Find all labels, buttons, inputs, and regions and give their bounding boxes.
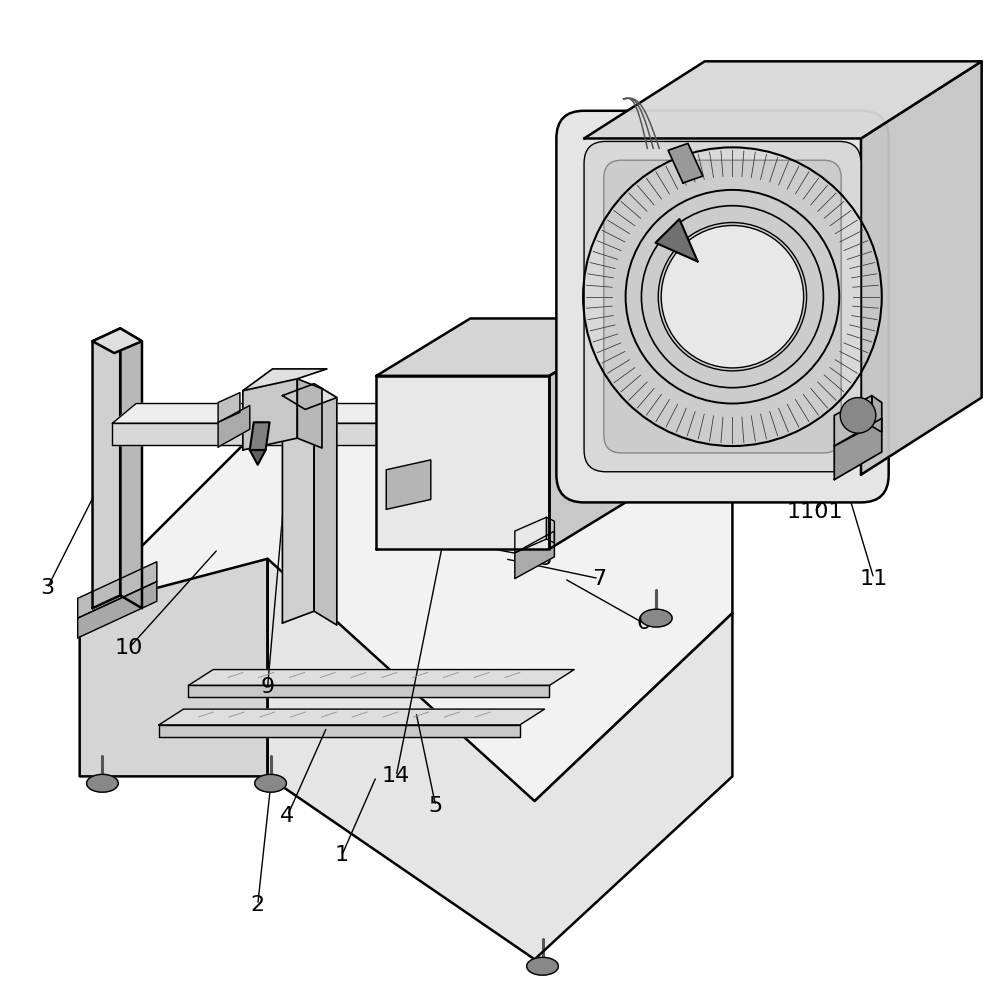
Polygon shape [282, 384, 314, 623]
Polygon shape [112, 423, 475, 445]
Text: 6: 6 [636, 613, 650, 633]
Text: 3: 3 [40, 579, 54, 598]
Text: 9: 9 [261, 677, 275, 697]
Polygon shape [861, 61, 982, 475]
Polygon shape [78, 582, 157, 638]
Polygon shape [243, 379, 297, 450]
Text: 7: 7 [592, 569, 606, 588]
Polygon shape [243, 369, 327, 391]
Text: 14: 14 [382, 766, 410, 786]
Text: 1101: 1101 [786, 502, 843, 522]
Polygon shape [218, 405, 250, 447]
Text: 11: 11 [860, 569, 888, 588]
Polygon shape [268, 559, 732, 959]
Polygon shape [668, 143, 703, 183]
Polygon shape [159, 725, 520, 737]
Ellipse shape [87, 774, 118, 792]
Polygon shape [386, 460, 431, 509]
Polygon shape [120, 328, 142, 608]
Polygon shape [93, 328, 120, 608]
Polygon shape [78, 562, 157, 618]
Polygon shape [515, 531, 554, 579]
Polygon shape [376, 376, 549, 549]
Polygon shape [80, 559, 268, 776]
Polygon shape [282, 384, 337, 409]
Polygon shape [655, 220, 698, 261]
Polygon shape [376, 318, 643, 376]
FancyBboxPatch shape [604, 160, 841, 453]
Circle shape [661, 225, 804, 368]
Ellipse shape [255, 774, 286, 792]
Polygon shape [515, 517, 546, 553]
Circle shape [840, 398, 876, 433]
Ellipse shape [640, 609, 672, 627]
Polygon shape [872, 396, 882, 432]
Text: 1: 1 [335, 846, 349, 865]
Polygon shape [250, 422, 270, 450]
Polygon shape [549, 318, 643, 549]
Text: 5: 5 [429, 796, 443, 816]
Text: 10: 10 [115, 638, 143, 658]
Polygon shape [834, 396, 872, 446]
Polygon shape [188, 670, 574, 685]
Polygon shape [218, 393, 240, 422]
Polygon shape [93, 328, 142, 353]
FancyBboxPatch shape [556, 111, 889, 502]
Polygon shape [732, 366, 757, 475]
Polygon shape [188, 685, 549, 697]
Polygon shape [159, 709, 545, 725]
Polygon shape [80, 420, 732, 801]
Polygon shape [834, 418, 882, 480]
Polygon shape [297, 379, 322, 448]
Polygon shape [589, 376, 624, 475]
Text: 2: 2 [251, 895, 265, 915]
Polygon shape [584, 61, 982, 138]
FancyBboxPatch shape [584, 141, 861, 472]
Polygon shape [314, 384, 337, 625]
Text: 4: 4 [280, 806, 294, 826]
Polygon shape [112, 404, 500, 423]
Ellipse shape [527, 957, 558, 975]
Text: 8: 8 [537, 549, 552, 569]
Polygon shape [250, 450, 266, 465]
Polygon shape [546, 517, 554, 543]
